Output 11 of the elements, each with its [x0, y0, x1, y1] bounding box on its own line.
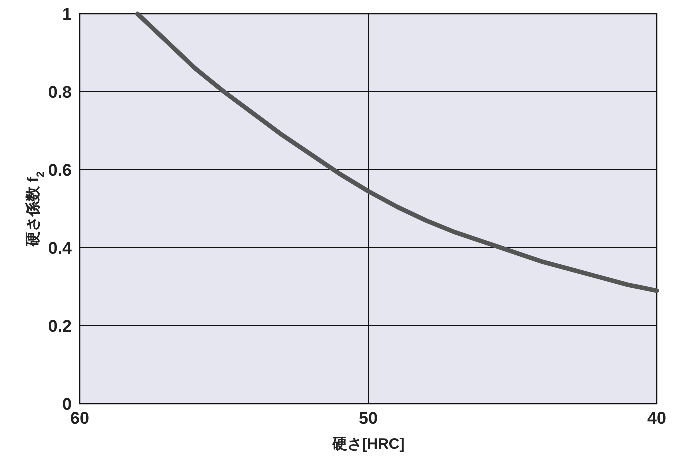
x-tick-label: 60 [70, 409, 90, 428]
y-tick-label: 0.4 [48, 238, 73, 258]
x-tick-label: 50 [359, 409, 378, 428]
x-axis-title: 硬さ[HRC] [331, 436, 405, 453]
y-tick-label: 0.2 [48, 316, 72, 336]
y-tick-label: 0.8 [48, 82, 72, 102]
x-tick-label: 40 [648, 409, 666, 428]
y-tick-label: 0.6 [48, 160, 72, 180]
y-tick-label: 0 [62, 394, 72, 414]
line-series [135, 12, 660, 294]
y-tick-label: 1 [62, 4, 72, 24]
